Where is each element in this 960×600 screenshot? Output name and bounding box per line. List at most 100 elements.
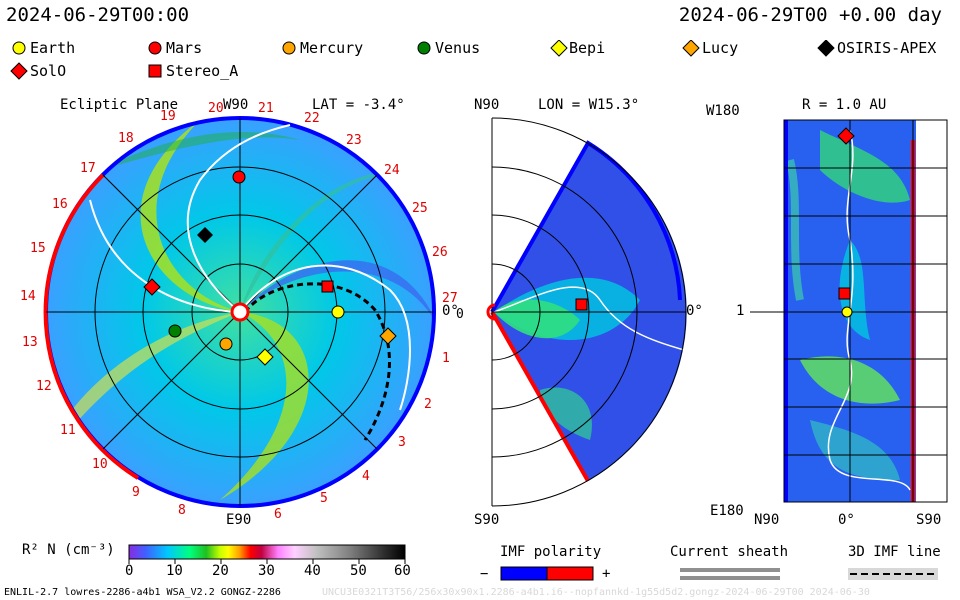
colorbar-ticks (128, 559, 406, 564)
ecliptic-lat-label: LAT = -3.4° (312, 97, 405, 113)
venus-marker-ecliptic (168, 324, 182, 338)
imf-minus: − (480, 566, 489, 582)
legend-bepi: Bepi (569, 39, 606, 57)
ecliptic-top-label: W90 (223, 97, 249, 113)
imf-negative-swatch (500, 566, 548, 581)
meridional-bottom-label: S90 (474, 512, 500, 528)
footer-right: UNCU3E0321T3T56/256x30x90x1.2286-a4b1.i6… (322, 587, 870, 598)
ecliptic-imf-line (243, 282, 391, 441)
solo-marker-radial (837, 127, 855, 145)
current-sheath-swatch (680, 568, 780, 580)
colorbar-tick-40: 40 (304, 563, 321, 579)
solo-marker (10, 62, 28, 80)
day-tick: 4 (362, 469, 370, 484)
imf-plus: + (602, 566, 611, 582)
imf3d-label: 3D IMF line (848, 544, 941, 560)
imf-polarity-bar (500, 566, 594, 581)
colorbar-tick-30: 30 (258, 563, 275, 579)
day-tick: 2 (424, 397, 432, 412)
mars-marker (148, 41, 162, 55)
lucy-marker-ecliptic (379, 327, 397, 345)
ecliptic-day-ticks: 20 21 22 23 24 25 26 27 0 1 2 3 4 5 6 7 … (20, 101, 464, 520)
colorbar-tick-20: 20 (212, 563, 229, 579)
day-tick: 22 (304, 111, 320, 126)
day-tick: 5 (320, 491, 328, 506)
colorbar-tick-0: 0 (125, 563, 134, 579)
meridional-current-sheath (493, 286, 685, 351)
day-tick: 9 (132, 485, 140, 500)
timestamp-right: 2024-06-29T00 +0.00 day (678, 4, 942, 26)
radial-x-s90: S90 (916, 512, 942, 528)
legend-markers (10, 40, 835, 80)
day-tick: 21 (258, 101, 274, 116)
radial-r-label: R = 1.0 AU (802, 97, 887, 113)
colorbar-tick-50: 50 (350, 563, 367, 579)
day-tick: 10 (92, 457, 108, 472)
meridional-top-label: N90 (474, 97, 500, 113)
colorbar (128, 544, 406, 564)
day-tick: 13 (22, 335, 38, 350)
imf3d-swatch (848, 568, 938, 580)
day-tick: 17 (80, 161, 96, 176)
meridional-grid (491, 117, 687, 507)
mercury-marker-ecliptic (219, 337, 233, 351)
legend-venus: Venus (435, 39, 481, 57)
colorbar-gradient (128, 544, 406, 560)
stereo-a-marker-radial (838, 287, 851, 300)
ecliptic-objects (143, 170, 397, 366)
day-tick: 23 (346, 133, 362, 148)
day-tick: 11 (60, 423, 76, 438)
radial-mid-left: 1 (736, 303, 745, 319)
timestamp-left: 2024-06-29T00:00 (6, 4, 190, 26)
footer-left: ENLIL-2.7 lowres-2286-a4b1 WSA_V2.2 GONG… (4, 587, 281, 598)
current-sheath-label: Current sheath (670, 544, 789, 560)
earth-marker-radial (841, 306, 853, 318)
legend-earth: Earth (30, 39, 76, 57)
legend-mars: Mars (166, 39, 203, 57)
solo-marker-ecliptic (143, 278, 161, 296)
colorbar-label: R² N (cm⁻³) (22, 542, 115, 558)
sun-inner-boundary (230, 302, 250, 322)
ecliptic-right-label: 0° (442, 303, 459, 319)
radial-plot (750, 119, 948, 503)
imf-positive-swatch (546, 566, 594, 581)
radial-x-n90: N90 (754, 512, 780, 528)
day-tick: 26 (432, 245, 448, 260)
day-tick: 6 (274, 507, 282, 520)
osiris-apex-marker (817, 40, 835, 57)
meridional-lon-label: LON = W15.3° (538, 97, 640, 113)
mars-marker-ecliptic (232, 170, 246, 184)
earth-marker (12, 41, 26, 55)
day-tick: 0 (456, 307, 464, 322)
lucy-marker (682, 40, 700, 57)
day-tick: 8 (178, 503, 186, 518)
day-tick: 27 (442, 291, 458, 306)
earth-marker-ecliptic (331, 305, 345, 319)
mercury-marker (282, 41, 296, 55)
day-tick: 14 (20, 289, 36, 304)
legend-stereo-a: Stereo_A (166, 62, 239, 80)
day-tick: 16 (52, 197, 68, 212)
ecliptic-title: Ecliptic Plane (60, 97, 179, 113)
day-tick: 19 (160, 109, 176, 124)
radial-grid (750, 119, 948, 503)
bepi-marker-ecliptic (256, 348, 274, 366)
day-tick: 20 (208, 101, 224, 116)
legend-osiris-apex: OSIRIS-APEX (837, 39, 937, 57)
imf-polarity-label: IMF polarity (500, 544, 602, 560)
radial-x-0: 0° (838, 512, 855, 528)
meridional-right-label: 0° (686, 303, 703, 319)
stereo-a-marker-ecliptic (321, 280, 334, 293)
day-tick: 1 (442, 351, 450, 366)
radial-bottom-left: E180 (710, 503, 744, 519)
day-tick: 12 (36, 379, 52, 394)
ecliptic-boundary-red (43, 173, 140, 480)
day-tick: 15 (30, 241, 46, 256)
meridional-plot (486, 117, 687, 507)
radial-top-left: W180 (706, 103, 740, 119)
day-tick: 24 (384, 163, 400, 178)
legend-solo: SolO (30, 62, 67, 80)
day-tick: 18 (118, 131, 134, 146)
day-tick: 3 (398, 435, 406, 450)
ecliptic-bottom-label: E90 (226, 512, 252, 528)
